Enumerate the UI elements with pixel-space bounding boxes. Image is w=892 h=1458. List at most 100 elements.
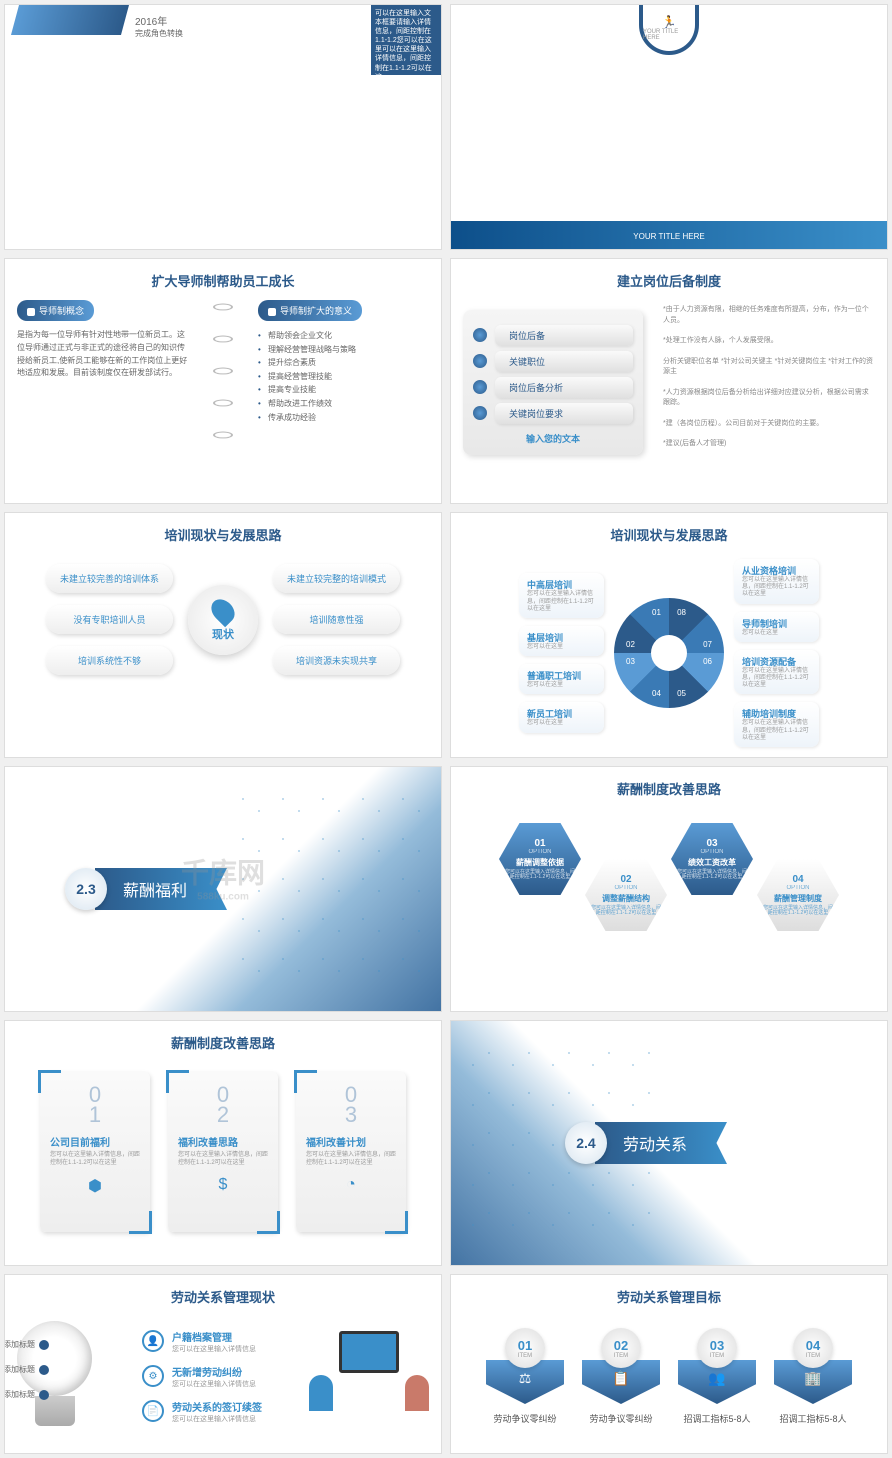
item: 普通职工培训您可以在这里 <box>519 664 604 694</box>
list-item: 提升综合素质 <box>258 356 429 370</box>
wave-text: YOUR TITLE HERE <box>451 232 887 241</box>
section-title: 薪酬福利 <box>95 868 227 910</box>
dollar-icon: $ <box>178 1176 268 1194</box>
drop-title: YOUR TITLE HERE <box>643 29 695 41</box>
slide-salary-hex: 薪酬制度改善思路 01OPTION薪酬调整依据您可以在这里输入详情信息，间距控制… <box>450 766 888 1012</box>
list-item: 帮助领会企业文化 <box>258 329 429 343</box>
desk-illustration <box>309 1331 429 1421</box>
run-icon: 🏃 <box>662 15 677 29</box>
bulb-line: 在此添加标题 <box>4 1339 122 1350</box>
section-num: 2.3 <box>65 868 107 910</box>
slide-mentor: 扩大导师制帮助员工成长 导师制概念 是指为每一位导师有针对性地带一位新员工。这位… <box>4 258 442 504</box>
card: 02福利改善思路您可以在这里输入详情信息，间距控制在1.1-1.2可以在这里$ <box>168 1072 278 1232</box>
hexagon: 02OPTION调整薪酬结构您可以在这里输入详情信息，间距控制在1.1-1.2可… <box>585 859 667 931</box>
list-item: 理解经营管理战略与策略 <box>258 343 429 357</box>
section-num: 2.4 <box>565 1122 607 1164</box>
doc-icon: 📄 <box>142 1400 164 1422</box>
slide-timeline-fragment: 2016年完成角色转换 可以在这里输入文本框要请输入详情信息，间距控制在1.1-… <box>4 4 442 250</box>
slide-title: 薪酬制度改善思路 <box>17 1033 429 1052</box>
slide-title: 培训现状与发展思路 <box>463 525 875 544</box>
pill-concept: 导师制概念 <box>17 300 94 321</box>
item-label: 岗位后备 <box>495 325 633 346</box>
slide-title: 劳动关系管理目标 <box>463 1287 875 1306</box>
section-badge: 2.3 薪酬福利 <box>65 868 227 910</box>
slide-title: 培训现状与发展思路 <box>17 525 429 544</box>
card: 01公司目前福利您可以在这里输入详情信息，间距控制在1.1-1.2可以在这里⬢ <box>40 1072 150 1232</box>
slide-labor-goals: 劳动关系管理目标 01ITEM⚖劳动争议零纠纷 02ITEM📋劳动争议零纠纷 0… <box>450 1274 888 1454</box>
item-label: 关键岗位要求 <box>495 403 633 424</box>
slide-salary-cards: 薪酬制度改善思路 01公司目前福利您可以在这里输入详情信息，间距控制在1.1-1… <box>4 1020 442 1266</box>
ring-icon <box>213 432 233 439</box>
center-text: 现状 <box>212 626 234 642</box>
center-circle: 现状 <box>188 585 258 655</box>
gear-chart: 01 08 02 07 03 06 04 05 <box>614 598 724 708</box>
slide-title: 薪酬制度改善思路 <box>463 779 875 798</box>
item: 从业资格培训您可以在这里输入详情信息，间距控制在1.1-1.2可以在这里 <box>734 559 819 604</box>
ring-icon <box>213 304 233 311</box>
slide-position-backup: 建立岗位后备制度 岗位后备 关键职位 岗位后备分析 关键岗位要求 输入您的文本 … <box>450 258 888 504</box>
list-item: 提高经营管理技能 <box>258 370 429 384</box>
list-item: 📄劳动关系的签订续签您可以在这里输入详情信息 <box>142 1399 262 1424</box>
pin-icon <box>207 594 240 627</box>
slide-title: 建立岗位后备制度 <box>463 271 875 290</box>
chip: 培训随意性强 <box>273 605 400 634</box>
slide-labor-status: 劳动关系管理现状 在此添加标题 在此添加标题 在此添加标题 👤户籍档案管理您可以… <box>4 1274 442 1454</box>
rings-column <box>198 300 248 442</box>
item-label: 关键职位 <box>495 351 633 372</box>
slide-training-gear: 培训现状与发展思路 中高层培训您可以在这里输入详情信息，间距控制在1.1-1.2… <box>450 512 888 758</box>
list-item: 提高专业技能 <box>258 383 429 397</box>
dot-icon <box>473 380 487 394</box>
bulb-graphic: 在此添加标题 在此添加标题 在此添加标题 <box>17 1321 92 1431</box>
meaning-list: 帮助领会企业文化 理解经营管理战略与策略 提升综合素质 提高经营管理技能 提高专… <box>258 329 429 424</box>
slide-section-2-3: 2.3 薪酬福利 千库网588ku.com <box>4 766 442 1012</box>
dot-icon <box>473 354 487 368</box>
hexagon: 04OPTION薪酬管理制度您可以在这里输入详情信息，间距控制在1.1-1.2可… <box>757 859 839 931</box>
hexagon: 03OPTION绩效工资改革您可以在这里输入详情信息，间距控制在1.1-1.2可… <box>671 823 753 895</box>
item: 培训资源配备您可以在这里输入详情信息，间距控制在1.1-1.2可以在这里 <box>734 650 819 695</box>
year-label: 2016年完成角色转换 <box>135 13 183 39</box>
list-item: ⚙无新增劳动纠纷您可以在这里输入详情信息 <box>142 1364 262 1389</box>
list-item: 传承成功经验 <box>258 411 429 425</box>
dot-icon <box>473 328 487 342</box>
gear-icon: ⚙ <box>142 1365 164 1387</box>
year-block <box>11 5 129 35</box>
bottom-text: 输入您的文本 <box>473 432 633 445</box>
step: 03ITEM👥招调工指标5-8人 <box>671 1328 763 1425</box>
step: 02ITEM📋劳动争议零纠纷 <box>575 1328 667 1425</box>
dot-icon <box>473 406 487 420</box>
description-box: 可以在这里输入文本框要请输入详情信息，间距控制在1.1-1.2您可以在这里可以在… <box>371 5 441 75</box>
left-panel: 岗位后备 关键职位 岗位后备分析 关键岗位要求 输入您的文本 <box>463 310 643 455</box>
concept-text: 是指为每一位导师有针对性地带一位新员工。这位导师通过正式与非正式的途径将自己的知… <box>17 329 188 380</box>
slide-title-drop: 🏃 YOUR TITLE HERE YOUR TITLE HERE <box>450 4 888 250</box>
item: 导师制培训您可以在这里 <box>734 612 819 642</box>
item: 新员工培训您可以在这里 <box>519 702 604 732</box>
hexagon: 01OPTION薪酬调整依据您可以在这里输入详情信息，间距控制在1.1-1.2可… <box>499 823 581 895</box>
section-badge: 2.4 劳动关系 <box>565 1122 727 1164</box>
pill-meaning: 导师制扩大的意义 <box>258 300 362 321</box>
item-label: 岗位后备分析 <box>495 377 633 398</box>
item: 中高层培训您可以在这里输入详情信息，间距控制在1.1-1.2可以在这里 <box>519 573 604 618</box>
slide-title: 扩大导师制帮助员工成长 <box>17 271 429 290</box>
chip: 培训系统性不够 <box>46 646 173 675</box>
drop-shape: 🏃 YOUR TITLE HERE <box>639 5 699 55</box>
chip: 未建立较完整的培训模式 <box>273 564 400 593</box>
ring-icon <box>213 368 233 375</box>
list-item: 👤户籍档案管理您可以在这里输入详情信息 <box>142 1329 262 1354</box>
chip: 没有专职培训人员 <box>46 605 173 634</box>
item: 辅助培训制度您可以在这里输入详情信息，间距控制在1.1-1.2可以在这里 <box>734 702 819 747</box>
ring-icon <box>213 336 233 343</box>
card: 03福利改善计划您可以在这里输入详情信息，间距控制在1.1-1.2可以在这里◔ <box>296 1072 406 1232</box>
person-icon: 👤 <box>142 1330 164 1352</box>
chip: 培训资源未实现共享 <box>273 646 400 675</box>
slide-section-2-4: 2.4 劳动关系 <box>450 1020 888 1266</box>
slide-title: 劳动关系管理现状 <box>17 1287 429 1306</box>
item: 基层培训您可以在这里 <box>519 626 604 656</box>
section-title: 劳动关系 <box>595 1122 727 1164</box>
hex-icon: ⬢ <box>50 1176 140 1196</box>
ring-icon <box>213 400 233 407</box>
slide-training-status: 培训现状与发展思路 未建立较完善的培训体系 没有专职培训人员 培训系统性不够 现… <box>4 512 442 758</box>
list-item: 帮助改进工作绩效 <box>258 397 429 411</box>
step: 01ITEM⚖劳动争议零纠纷 <box>479 1328 571 1425</box>
chip: 未建立较完善的培训体系 <box>46 564 173 593</box>
right-desc: *由于人力资源有限，相继的任务难度有所提高，分布，作为一位个人员。*处理工作没有… <box>663 305 875 460</box>
